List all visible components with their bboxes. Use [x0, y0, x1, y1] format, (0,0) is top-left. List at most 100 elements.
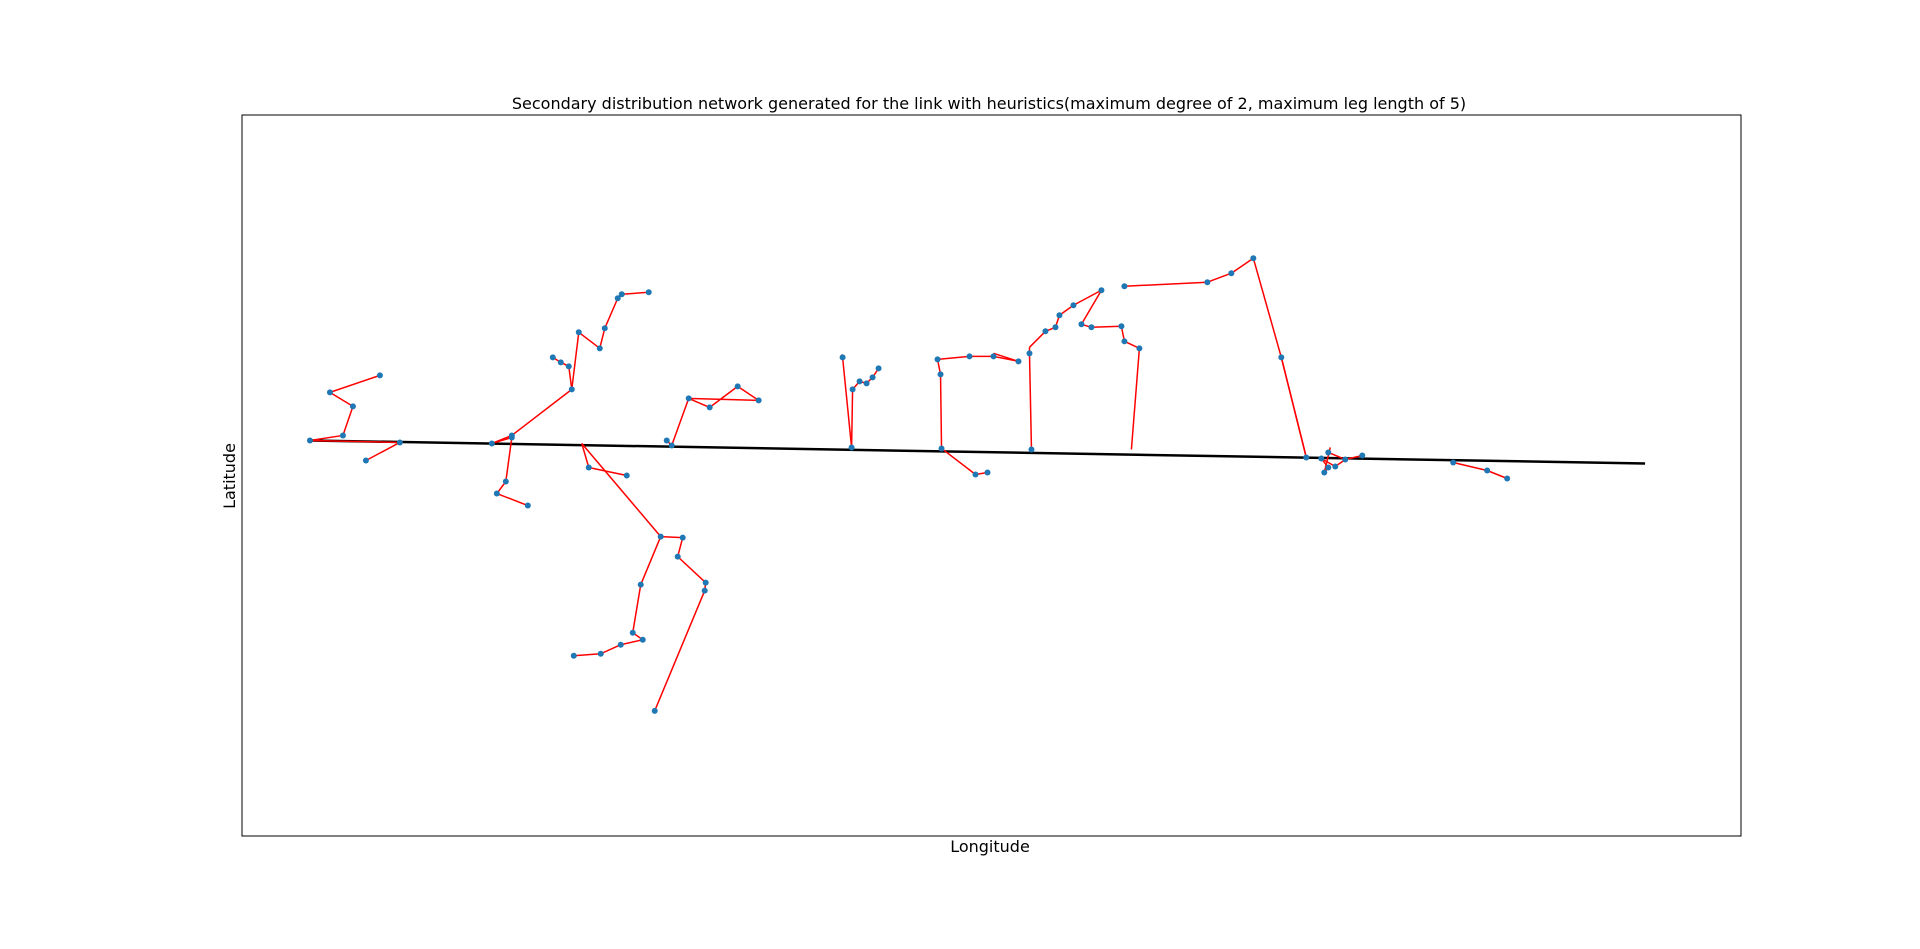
network-node	[972, 471, 979, 478]
network-edge	[676, 537, 684, 557]
network-node	[623, 472, 630, 479]
network-node	[1098, 287, 1105, 294]
network-edge	[686, 397, 759, 402]
network-node	[856, 378, 863, 385]
network-node	[1028, 446, 1035, 453]
main-line-layer	[309, 439, 1646, 465]
network-node	[1015, 358, 1022, 365]
nodes-layer	[306, 255, 1511, 714]
network-node	[755, 397, 762, 404]
network-node	[601, 325, 608, 332]
network-node	[493, 490, 500, 497]
network-node	[668, 442, 675, 449]
network-edge	[654, 590, 706, 712]
network-node	[557, 359, 564, 366]
network-node	[1118, 323, 1125, 330]
network-edge	[329, 391, 354, 408]
network-edge	[939, 374, 943, 449]
network-node	[1121, 338, 1128, 345]
network-node	[1325, 464, 1332, 471]
network-node	[639, 636, 646, 643]
network-edge	[660, 535, 683, 539]
network-edge	[581, 443, 590, 468]
network-node	[1228, 270, 1235, 277]
network-node	[875, 365, 882, 372]
plot-area-frame	[241, 114, 1742, 837]
network-edge	[841, 357, 853, 448]
network-node	[839, 354, 846, 361]
network-node	[618, 291, 625, 298]
network-node	[362, 457, 369, 464]
network-node	[1250, 255, 1257, 262]
network-node	[849, 386, 856, 393]
network-node	[679, 534, 686, 541]
network-node	[376, 372, 383, 379]
network-node	[326, 389, 333, 396]
network-edge	[342, 406, 354, 436]
network-node	[570, 652, 577, 659]
network-node	[1359, 452, 1366, 459]
network-node	[674, 553, 681, 560]
network-edge	[688, 397, 710, 409]
network-edge	[1230, 257, 1254, 274]
network-node	[1042, 328, 1049, 335]
network-node	[1070, 302, 1077, 309]
network-edge	[599, 328, 606, 349]
network-node	[651, 707, 658, 714]
network-edge	[941, 447, 976, 476]
network-edge	[581, 442, 662, 538]
network-node	[339, 432, 346, 439]
network-node	[657, 533, 664, 540]
network-node	[565, 363, 572, 370]
network-node	[508, 432, 515, 439]
network-node	[701, 587, 708, 594]
network-edge	[491, 434, 513, 445]
network-edge	[1453, 461, 1488, 472]
network-edge	[709, 385, 739, 409]
network-node	[1484, 467, 1491, 474]
network-edge	[737, 385, 760, 402]
network-edge	[568, 366, 573, 390]
network-edge	[1028, 330, 1046, 348]
network-edge	[496, 492, 529, 507]
network-node	[1342, 456, 1349, 463]
network-edge	[505, 437, 513, 482]
network-node	[502, 478, 509, 485]
network-node	[575, 329, 582, 336]
network-edge	[850, 389, 854, 448]
network-edge	[1073, 289, 1102, 306]
network-node	[938, 445, 945, 452]
network-node	[1303, 454, 1310, 461]
network-node	[596, 345, 603, 352]
network-node	[1136, 345, 1143, 352]
network-node	[629, 629, 636, 636]
network-node	[984, 469, 991, 476]
network-node	[614, 295, 621, 302]
chart-title: Secondary distribution network generated…	[512, 94, 1466, 113]
network-node	[937, 371, 944, 378]
network-edge	[1207, 272, 1232, 283]
network-node	[617, 641, 624, 648]
network-edge	[571, 332, 580, 390]
network-node	[863, 380, 870, 387]
y-axis-label: Latitude	[220, 443, 239, 509]
network-edge	[671, 398, 690, 446]
network-node	[585, 464, 592, 471]
network-node	[848, 444, 855, 451]
network-node	[1278, 354, 1285, 361]
network-edge	[1252, 257, 1283, 358]
x-axis-label: Longitude	[950, 837, 1030, 856]
network-edge	[937, 355, 970, 361]
network-edge	[604, 297, 619, 329]
network-node	[549, 354, 556, 361]
network-node	[396, 439, 403, 446]
network-node	[349, 403, 356, 410]
network-edge	[1028, 353, 1033, 450]
network-edge	[1080, 289, 1103, 325]
network-edge	[1280, 357, 1308, 458]
network-edge	[573, 652, 601, 657]
network-node	[645, 289, 652, 296]
network-edge	[578, 331, 601, 349]
network-edge	[677, 556, 707, 584]
